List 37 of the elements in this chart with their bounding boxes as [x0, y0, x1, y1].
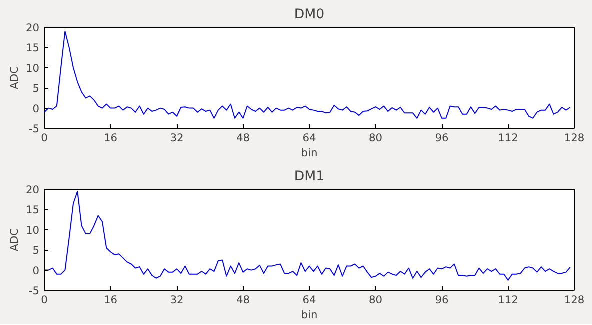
x-tick-label: 16: [104, 294, 118, 306]
y-tick-label: -5: [28, 122, 40, 136]
y-axis-title: ADC: [8, 66, 21, 90]
x-tick-label: 128: [564, 294, 585, 306]
y-tick-label: 10: [26, 224, 40, 237]
y-tick-label: 10: [26, 62, 40, 75]
chart-title: DM1: [294, 170, 325, 184]
y-tick-label: 0: [32, 102, 40, 116]
y-tick-label: -5: [28, 284, 40, 298]
x-tick-label: 80: [368, 132, 383, 144]
x-axis-title: bin: [301, 308, 318, 322]
x-tick-label: 64: [302, 294, 316, 306]
y-tick-label: 15: [26, 42, 40, 55]
x-tick-label: 112: [498, 132, 518, 144]
line-series: [44, 31, 571, 119]
x-tick-label: 48: [236, 294, 250, 306]
x-axis-title: bin: [301, 146, 318, 160]
x-tick-label: 80: [368, 294, 383, 306]
y-tick-label: 0: [32, 264, 40, 278]
x-tick-label: 0: [41, 294, 48, 306]
x-tick-label: 32: [170, 132, 184, 144]
x-tick-label: 128: [564, 132, 585, 144]
x-tick-label: 96: [435, 294, 449, 306]
y-tick-label: 5: [32, 244, 40, 258]
x-tick-label: 64: [302, 132, 316, 144]
x-tick-label: 96: [435, 132, 449, 144]
y-axis-title: ADC: [8, 228, 21, 252]
x-tick-label: 0: [41, 132, 48, 144]
y-tick-label: 5: [32, 82, 40, 96]
chart-title: DM0: [294, 8, 325, 22]
y-tick-label: 20: [26, 22, 40, 34]
x-tick-label: 16: [104, 132, 118, 144]
y-tick-label: 15: [26, 204, 40, 217]
x-tick-label: 48: [236, 132, 250, 144]
y-tick-label: 20: [26, 184, 40, 196]
x-tick-label: 32: [170, 294, 184, 306]
x-tick-label: 112: [498, 294, 518, 306]
